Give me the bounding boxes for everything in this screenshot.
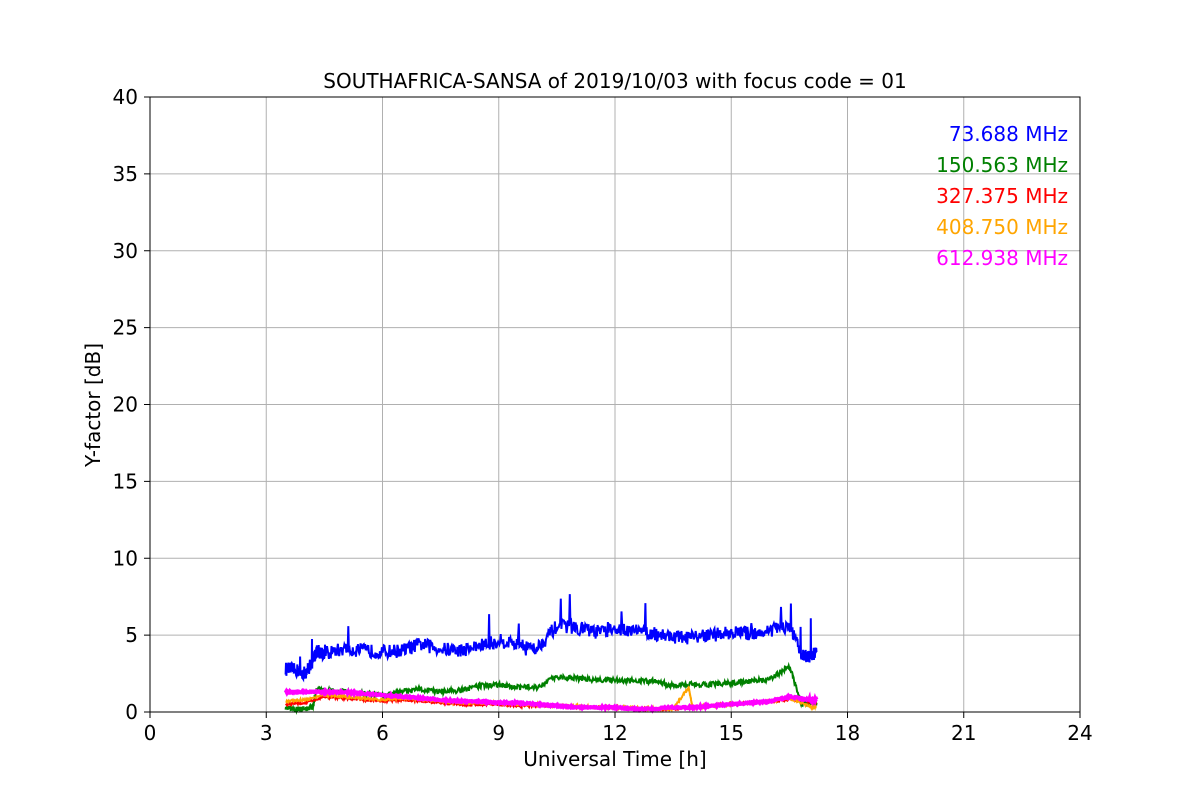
- x-tick-label: 9: [492, 721, 505, 745]
- x-tick-label: 21: [951, 721, 976, 745]
- y-tick-label: 15: [113, 469, 138, 493]
- y-tick-label: 10: [113, 546, 138, 570]
- legend-entry: 73.688 MHz: [949, 122, 1068, 146]
- x-axis: 0 3 6 9 12 15 18 21 24: [144, 712, 1093, 745]
- legend: 73.688 MHz 150.563 MHz 327.375 MHz 408.750 …: [936, 122, 1068, 270]
- series-line-73-688-mhz: [284, 594, 818, 683]
- y-tick-label: 5: [125, 623, 138, 647]
- y-tick-label: 25: [113, 316, 138, 340]
- series-layer: [283, 594, 819, 715]
- x-tick-label: 3: [260, 721, 273, 745]
- x-axis-label: Universal Time [h]: [523, 747, 706, 771]
- y-tick-label: 35: [113, 162, 138, 186]
- x-tick-label: 24: [1067, 721, 1092, 745]
- series-line-612-938-mhz: [283, 686, 819, 714]
- legend-entry: 612.938 MHz: [936, 246, 1068, 270]
- y-tick-label: 40: [113, 85, 138, 109]
- y-tick-label: 20: [113, 393, 138, 417]
- legend-entry: 408.750 MHz: [936, 215, 1068, 239]
- chart-title: SOUTHAFRICA-SANSA of 2019/10/03 with foc…: [323, 69, 907, 93]
- y-tick-label: 0: [125, 700, 138, 724]
- x-tick-label: 15: [719, 721, 744, 745]
- y-axis: 0 5 10 15 20 25 30 35 40: [113, 85, 150, 724]
- y-tick-label: 30: [113, 239, 138, 263]
- x-tick-label: 6: [376, 721, 389, 745]
- legend-entry: 327.375 MHz: [936, 184, 1068, 208]
- legend-entry: 150.563 MHz: [936, 153, 1068, 177]
- x-tick-label: 12: [602, 721, 627, 745]
- x-tick-label: 0: [144, 721, 157, 745]
- y-axis-label: Y-factor [dB]: [81, 343, 105, 468]
- x-tick-label: 18: [835, 721, 860, 745]
